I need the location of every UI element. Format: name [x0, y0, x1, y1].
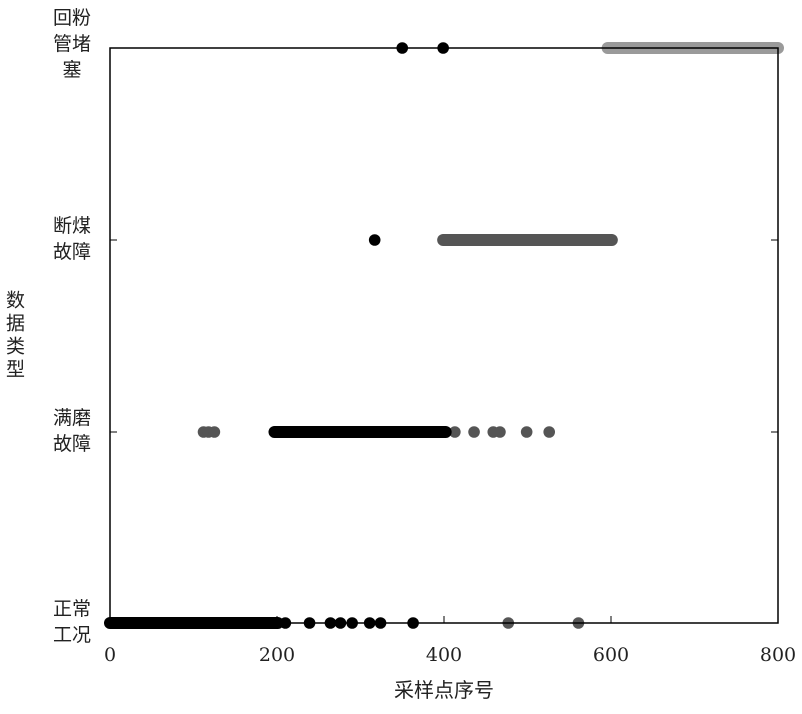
y-category-label: 故障: [53, 433, 91, 455]
data-point: [521, 426, 533, 438]
y-category-label: 正常: [53, 598, 91, 620]
chart: 0200400600800 正常工况满磨故障断煤故障回粉管堵塞 采样点序号 数据…: [0, 0, 802, 709]
data-point: [543, 426, 555, 438]
y-axis-label: 数据类型: [3, 290, 25, 382]
data-point: [209, 426, 221, 438]
y-category-label: 管堵: [53, 33, 91, 55]
x-tick-label: 200: [259, 644, 295, 666]
data-point: [468, 426, 480, 438]
y-category-label: 满磨: [53, 407, 91, 429]
y-category-label: 回粉: [53, 7, 91, 29]
x-tick-label: 400: [426, 644, 462, 666]
y-category-label: 工况: [53, 624, 91, 646]
data-point: [369, 234, 381, 246]
y-category-label: 塞: [62, 59, 81, 81]
plot-frame: [110, 48, 778, 623]
x-axis-label: 采样点序号: [394, 678, 494, 702]
x-tick-label: 600: [593, 644, 629, 666]
scatter-chart: 0200400600800 正常工况满磨故障断煤故障回粉管堵塞 采样点序号 数据…: [0, 0, 802, 709]
y-category-label: 断煤: [53, 215, 91, 237]
data-point: [494, 426, 506, 438]
y-category-label: 故障: [53, 241, 91, 263]
x-tick-label: 800: [760, 644, 796, 666]
x-tick-label: 0: [104, 644, 116, 666]
